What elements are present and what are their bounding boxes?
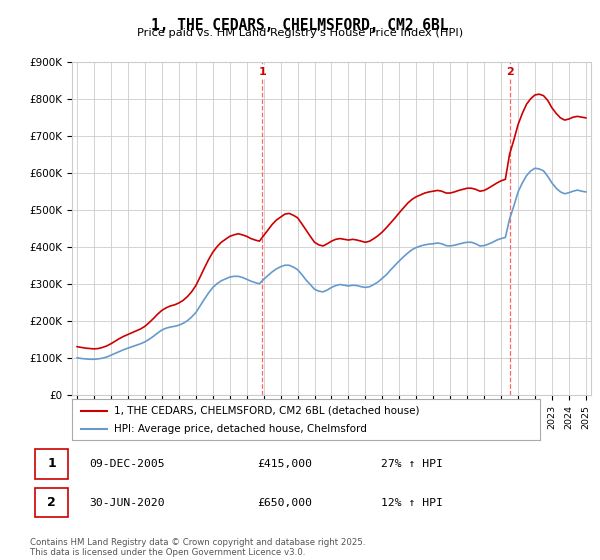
Text: Contains HM Land Registry data © Crown copyright and database right 2025.
This d: Contains HM Land Registry data © Crown c… (30, 538, 365, 557)
Text: 27% ↑ HPI: 27% ↑ HPI (381, 459, 443, 469)
Text: 1, THE CEDARS, CHELMSFORD, CM2 6BL: 1, THE CEDARS, CHELMSFORD, CM2 6BL (151, 18, 449, 33)
Bar (35, 488, 68, 517)
Text: Price paid vs. HM Land Registry's House Price Index (HPI): Price paid vs. HM Land Registry's House … (137, 28, 463, 38)
Text: 12% ↑ HPI: 12% ↑ HPI (381, 498, 443, 507)
Text: £415,000: £415,000 (257, 459, 312, 469)
Text: 1: 1 (259, 67, 266, 77)
Text: 1: 1 (47, 458, 56, 470)
Text: £650,000: £650,000 (257, 498, 312, 507)
Text: 30-JUN-2020: 30-JUN-2020 (89, 498, 165, 507)
Text: 2: 2 (47, 496, 56, 509)
Text: HPI: Average price, detached house, Chelmsford: HPI: Average price, detached house, Chel… (114, 424, 367, 434)
Text: 09-DEC-2005: 09-DEC-2005 (89, 459, 165, 469)
Text: 1, THE CEDARS, CHELMSFORD, CM2 6BL (detached house): 1, THE CEDARS, CHELMSFORD, CM2 6BL (deta… (114, 405, 419, 416)
Text: 2: 2 (506, 67, 514, 77)
Bar (35, 449, 68, 479)
